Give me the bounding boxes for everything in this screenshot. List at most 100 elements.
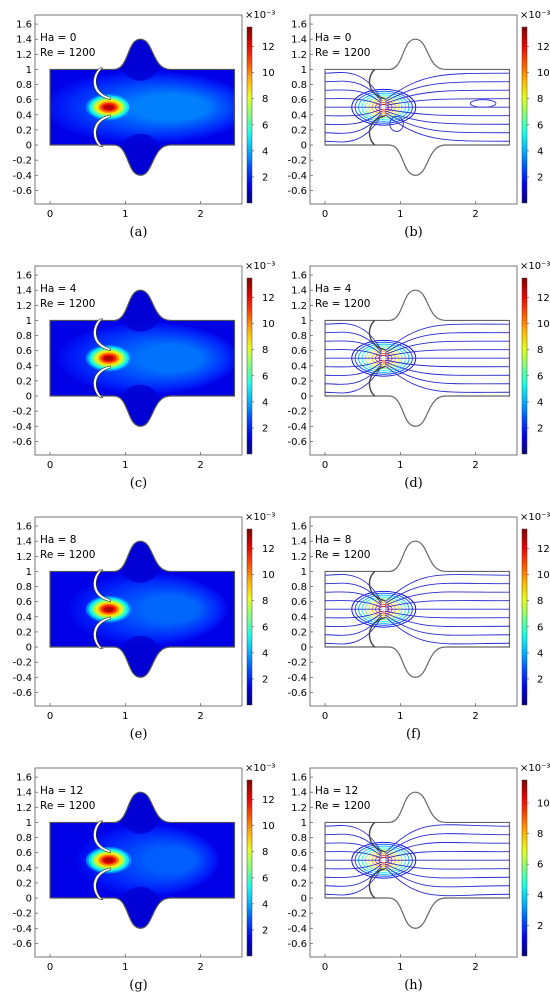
colorbar-exponent: ×10⁻³ xyxy=(245,10,275,21)
y-tick-label: -0.4 xyxy=(12,171,32,182)
streamline-upstream xyxy=(325,323,382,351)
field-band xyxy=(91,828,215,892)
x-tick-label: 1 xyxy=(122,962,128,973)
annotation-text: Re = 1200 xyxy=(40,47,95,59)
streamline-downstream xyxy=(385,89,510,104)
field-band xyxy=(101,85,224,129)
colorbar-tick-label: 6 xyxy=(262,873,268,884)
field-band xyxy=(123,340,210,376)
streamlines xyxy=(325,72,510,143)
streamline-downstream xyxy=(385,332,510,353)
y-tick-label: 1.2 xyxy=(291,301,307,312)
field-band xyxy=(77,79,235,135)
streamline-downstream xyxy=(384,824,510,853)
y-tick-label: 0 xyxy=(301,643,307,654)
field-band xyxy=(139,844,198,876)
field-band xyxy=(125,91,213,123)
y-tick-label: 0.6 xyxy=(291,346,307,357)
streamline-downstream xyxy=(385,863,510,879)
colorbar-tick-label: 4 xyxy=(262,648,268,659)
field-band xyxy=(117,89,216,125)
field-band xyxy=(124,839,203,881)
field-band xyxy=(99,333,221,383)
stenosis-blade-top xyxy=(93,318,111,352)
colorbar-tick-label: 10 xyxy=(537,798,550,809)
streamline-downstream xyxy=(385,614,510,636)
field-band xyxy=(97,84,226,130)
panel-g: 1.61.41.210.80.60.40.20-0.2-0.4-0.60 1 2Ha… xyxy=(12,763,275,993)
streamline-upstream xyxy=(325,108,382,117)
y-tick-label: 1 xyxy=(301,818,307,829)
field-band xyxy=(113,88,218,126)
colorbar-tick-label: 8 xyxy=(537,596,543,607)
colorbar-tick-label: 12 xyxy=(537,293,550,304)
annotation-text: Ha = 0 xyxy=(40,32,76,44)
field-band xyxy=(132,93,209,121)
field-band xyxy=(64,323,235,393)
colorbar xyxy=(246,26,253,204)
y-tick-label: -0.4 xyxy=(287,673,307,684)
y-tick-label: 1 xyxy=(26,818,32,829)
recirculation-loop xyxy=(469,99,497,108)
field-band xyxy=(116,338,213,378)
field-band xyxy=(116,587,209,631)
streamline-upstream xyxy=(325,110,382,126)
colorbar-tick-label: 6 xyxy=(537,860,543,871)
colorbar-tick-label: 8 xyxy=(537,94,543,105)
colorbar-tick-label: 6 xyxy=(537,622,543,633)
streamline-downstream xyxy=(385,833,510,855)
panel-caption: (c) xyxy=(130,476,147,491)
streamline-upstream xyxy=(325,361,382,377)
field-band xyxy=(92,331,224,385)
streamline-downstream xyxy=(385,349,510,357)
x-tick-label: 0 xyxy=(322,209,328,220)
x-tick-label: 2 xyxy=(197,460,203,471)
colorbar-exponent: ×10⁻³ xyxy=(520,10,550,21)
field-band xyxy=(84,577,222,641)
field-band xyxy=(77,575,224,643)
y-tick-label: 1 xyxy=(26,316,32,327)
field-band xyxy=(81,80,234,134)
x-tick-label: 2 xyxy=(472,962,478,973)
y-tick-label: 1.6 xyxy=(16,773,32,784)
field-band xyxy=(71,573,227,645)
panel-caption: (h) xyxy=(404,978,423,993)
panel-c: 1.61.41.210.80.60.40.20-0.2-0.4-0.60 1 2Ha… xyxy=(12,261,275,491)
x-tick-label: 0 xyxy=(47,711,53,722)
y-tick-label: 0.2 xyxy=(16,376,32,387)
y-tick-label: 0.6 xyxy=(291,597,307,608)
field-band xyxy=(106,833,210,887)
field-band xyxy=(119,588,208,630)
streamline-downstream xyxy=(384,365,510,393)
field-band xyxy=(67,324,235,392)
streamline-upstream xyxy=(325,591,382,606)
field-band xyxy=(113,337,214,379)
streamline-downstream xyxy=(385,612,510,628)
y-tick-label: 1.6 xyxy=(16,522,32,533)
y-tick-label: 0.8 xyxy=(291,331,307,342)
x-tick-label: 2 xyxy=(472,460,478,471)
x-tick-label: 0 xyxy=(47,209,53,220)
y-tick-label: 1.2 xyxy=(291,803,307,814)
streamline-upstream xyxy=(325,616,382,645)
streamline-downstream xyxy=(385,842,510,857)
colorbar-tick-label: 4 xyxy=(262,397,268,408)
channel-wall xyxy=(49,38,236,176)
channel-wall xyxy=(324,289,511,427)
field-band xyxy=(133,842,200,878)
streamline-downstream xyxy=(385,610,510,619)
field-band xyxy=(74,574,226,644)
colorbar-tick-label: 12 xyxy=(262,42,275,53)
streamline-downstream xyxy=(385,591,510,606)
plot-frame xyxy=(309,14,518,205)
streamline-upstream xyxy=(325,867,382,896)
jet-core-level xyxy=(103,355,114,361)
field-band xyxy=(94,829,214,891)
x-tick-label: 1 xyxy=(397,209,403,220)
field-band xyxy=(57,321,235,395)
streamline-upstream xyxy=(325,349,382,357)
field-band xyxy=(96,581,217,637)
stenosis-wall-top xyxy=(368,570,386,602)
y-tick-label: 1 xyxy=(26,65,32,76)
colorbar-tick-label: 2 xyxy=(262,172,268,183)
